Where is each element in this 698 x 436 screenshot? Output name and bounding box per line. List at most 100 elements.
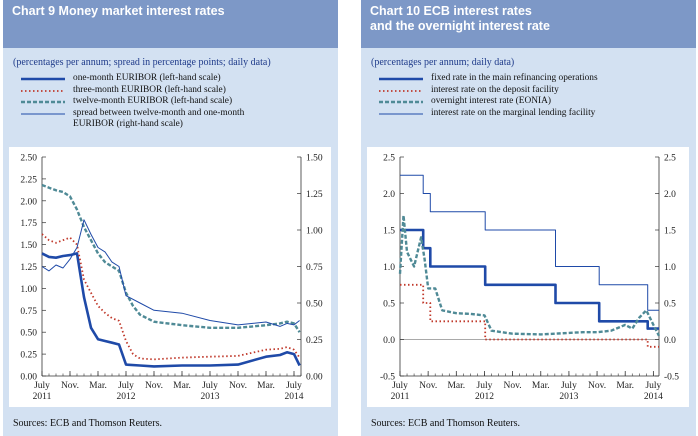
y-left-tick-label: 1.25: [20, 263, 37, 273]
y-left-tick-label: 2.0: [383, 190, 395, 200]
x-tick-label: July: [561, 381, 577, 391]
x-tick-label: Nov.: [419, 381, 437, 391]
series-line-dotted: [41, 233, 301, 361]
chart9-plot-area: 0.00 0.25 0.50 0.75 1.00 1.25 1.50 1.75 2.00 2.25…: [9, 147, 331, 407]
y-right-tick-label: 2.5: [664, 154, 676, 164]
y-left-tick-label: 1.5: [383, 227, 395, 237]
series-line-thick: [400, 228, 659, 330]
y-right-tick-label: 0.25: [306, 336, 323, 346]
x-tick-year-label: 2011: [391, 392, 410, 402]
x-tick-year-label: 2012: [117, 392, 136, 402]
series-line-thin: [41, 219, 300, 327]
legend-label: three-month EURIBOR (left-hand scale): [73, 84, 226, 95]
legend-label: fixed rate in the main refinancing opera…: [431, 73, 598, 83]
y-left-tick-label: 0.25: [20, 351, 37, 361]
y-left-tick-label: 1.50: [20, 241, 37, 251]
legend-swatch-dashed: [379, 100, 423, 104]
chart9-legend-one-month: one-month EURIBOR (left-hand scale): [13, 73, 333, 85]
y-right-tick-label: 1.25: [306, 190, 323, 200]
x-tick-year-label: 2013: [559, 392, 578, 402]
legend-swatch-thin: [379, 113, 423, 115]
x-tick-label: Nov.: [588, 381, 606, 391]
x-tick-year-label: 2014: [285, 392, 304, 402]
x-tick-label: Nov.: [504, 381, 522, 391]
x-tick-label: Nov.: [229, 381, 247, 391]
legend-swatch-thick: [21, 77, 65, 81]
x-tick-label: July: [477, 381, 493, 391]
series-line-thick: [41, 252, 301, 368]
x-tick-label: July: [34, 381, 50, 391]
y-right-tick-label: 0.75: [306, 263, 323, 273]
legend-label: spread between twelve-month and one-mont…: [73, 107, 245, 130]
x-tick-label: July: [202, 381, 218, 391]
y-left-tick-label: 0.00: [20, 373, 37, 383]
chart10-panel: Chart 10 ECB interest rates and the over…: [361, 0, 696, 436]
chart10-title-bar: Chart 10 ECB interest rates and the over…: [361, 0, 696, 48]
chart10-legend-marginal: interest rate on the marginal lending fa…: [371, 108, 691, 120]
y-left-tick-label: 2.50: [20, 154, 37, 164]
y-right-tick-label: -0.5: [664, 373, 679, 383]
x-tick-label: Nov.: [145, 381, 163, 391]
legend-swatch-dotted: [379, 89, 423, 92]
x-tick-label: Mar.: [89, 381, 107, 391]
series-line-thin: [400, 174, 659, 311]
x-tick-label: Mar.: [616, 381, 634, 391]
y-right-tick-label: 0.00: [306, 373, 323, 383]
chart10-legend: fixed rate in the main refinancing opera…: [371, 73, 691, 119]
y-left-tick-label: 0.5: [383, 300, 395, 310]
series-line-dashed: [398, 214, 661, 337]
x-tick-year-label: 2012: [475, 392, 494, 402]
chart9-legend-twelve-month: twelve-month EURIBOR (left-hand scale): [13, 96, 333, 108]
chart10-svg: -0.5 0.0 0.5 1.0 1.5 2.0 2.5 -0.5 0.0 0.5 1.0 1.5 2.…: [380, 154, 679, 403]
chart9-title-bar: Chart 9 Money market interest rates: [3, 0, 338, 48]
y-right-tick-label: 1.0: [664, 263, 676, 273]
y-right-tick-label: 0.50: [306, 300, 323, 310]
x-tick-label: July: [645, 381, 661, 391]
chart9-subtitle: (percentages per annum; spread in percen…: [13, 57, 271, 68]
y-left-tick-label: -0.5: [380, 373, 395, 383]
chart10-plot-area: -0.5 0.0 0.5 1.0 1.5 2.0 2.5 -0.5 0.0 0.5 1.0 1.5 2.…: [367, 147, 689, 407]
chart9-legend-spread: spread between twelve-month and one-mont…: [13, 108, 333, 131]
legend-swatch-thick: [379, 77, 423, 81]
chart9-panel: Chart 9 Money market interest rates (per…: [3, 0, 338, 436]
y-right-tick-label: 0.0: [664, 336, 676, 346]
legend-label: overnight interest rate (EONIA): [431, 96, 552, 107]
y-right-tick-label: 0.5: [664, 300, 676, 310]
x-tick-label: July: [286, 381, 302, 391]
y-right-tick-label: 2.0: [664, 190, 676, 200]
y-left-tick-label: 2.25: [20, 175, 37, 185]
chart9-legend-three-month: three-month EURIBOR (left-hand scale): [13, 85, 333, 97]
chart10-source: Sources: ECB and Thomson Reuters.: [371, 418, 520, 429]
legend-label: interest rate on the marginal lending fa…: [431, 107, 596, 118]
y-left-tick-label: 0.0: [383, 336, 395, 346]
chart9-source: Sources: ECB and Thomson Reuters.: [13, 418, 162, 429]
x-tick-label: Mar.: [257, 381, 275, 391]
chart9-title: Chart 9 Money market interest rates: [12, 4, 225, 18]
y-left-tick-label: 2.5: [383, 154, 395, 164]
x-tick-year-label: 2013: [201, 392, 220, 402]
chart9-legend: one-month EURIBOR (left-hand scale) thre…: [13, 73, 333, 131]
series-line-dotted: [400, 283, 659, 348]
x-tick-label: July: [392, 381, 408, 391]
y-left-tick-label: 2.00: [20, 197, 37, 207]
x-tick-year-label: 2011: [33, 392, 52, 402]
y-left-tick-label: 1.75: [20, 219, 37, 229]
y-right-tick-label: 1.5: [664, 227, 676, 237]
x-tick-label: Mar.: [532, 381, 550, 391]
chart10-subtitle: (percentages per annum; daily data): [371, 57, 515, 68]
y-left-tick-label: 0.75: [20, 307, 37, 317]
chart9-svg: 0.00 0.25 0.50 0.75 1.00 1.25 1.50 1.75 2.00 2.25…: [20, 154, 323, 403]
legend-label: twelve-month EURIBOR (left-hand scale): [73, 96, 233, 107]
x-tick-label: Nov.: [61, 381, 79, 391]
chart10-title: Chart 10 ECB interest rates and the over…: [370, 4, 550, 33]
chart10-legend-eonia: overnight interest rate (EONIA): [371, 96, 691, 108]
y-right-tick-label: 1.00: [306, 227, 323, 237]
legend-label: interest rate on the deposit facility: [431, 84, 559, 95]
y-left-tick-label: 1.00: [20, 285, 37, 295]
chart10-legend-deposit: interest rate on the deposit facility: [371, 85, 691, 97]
legend-swatch-dotted: [21, 89, 65, 92]
legend-swatch-thin: [21, 113, 65, 115]
y-left-tick-label: 1.0: [383, 263, 395, 273]
y-right-tick-label: 1.50: [306, 154, 323, 164]
x-tick-label: July: [118, 381, 134, 391]
